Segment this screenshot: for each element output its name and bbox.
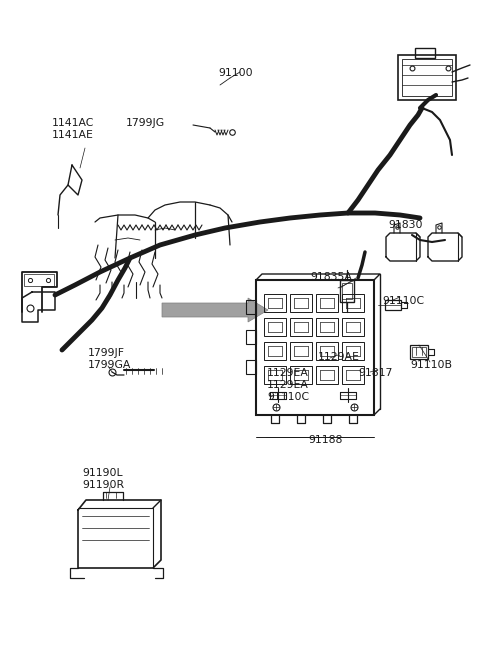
Bar [402, 59, 452, 96]
Text: 91817: 91817 [358, 368, 392, 378]
Bar [246, 300, 256, 314]
Bar [316, 366, 338, 384]
Text: 91190L: 91190L [82, 468, 122, 478]
Bar [415, 48, 435, 58]
Text: 1799JG: 1799JG [126, 118, 165, 128]
Bar [24, 274, 54, 286]
Bar [410, 345, 428, 359]
Text: 1129AE: 1129AE [318, 352, 360, 362]
Bar [342, 318, 364, 336]
Bar [290, 294, 312, 312]
Text: 91190R: 91190R [82, 480, 124, 490]
Bar [290, 318, 312, 336]
Text: 91830: 91830 [388, 220, 422, 230]
Bar [256, 280, 374, 415]
Bar [264, 366, 286, 384]
Bar [342, 283, 352, 299]
Bar [246, 330, 256, 344]
Text: 91110C: 91110C [267, 392, 309, 402]
Bar [290, 342, 312, 360]
Bar [264, 294, 286, 312]
Text: 1129EA: 1129EA [267, 368, 309, 378]
Bar [342, 366, 364, 384]
Text: 91835A: 91835A [310, 272, 352, 282]
Text: 91100: 91100 [218, 68, 252, 78]
Text: 91110B: 91110B [410, 360, 452, 370]
Text: 1799GA: 1799GA [88, 360, 132, 370]
Bar [316, 294, 338, 312]
Bar [264, 342, 286, 360]
Text: 1129EA: 1129EA [267, 380, 309, 390]
Text: 91188: 91188 [308, 435, 342, 445]
Bar [342, 342, 364, 360]
Bar [412, 347, 426, 357]
Bar [290, 366, 312, 384]
Bar [264, 318, 286, 336]
Bar [340, 280, 354, 302]
Text: 1141AE: 1141AE [52, 130, 94, 140]
Bar [342, 294, 364, 312]
Bar [316, 318, 338, 336]
Bar [316, 342, 338, 360]
Bar [385, 300, 401, 310]
Text: 1799JF: 1799JF [88, 348, 125, 358]
Bar [398, 55, 456, 100]
Text: 1141AC: 1141AC [52, 118, 95, 128]
Polygon shape [162, 298, 268, 322]
Text: 91110C: 91110C [382, 296, 424, 306]
Bar [246, 360, 256, 374]
